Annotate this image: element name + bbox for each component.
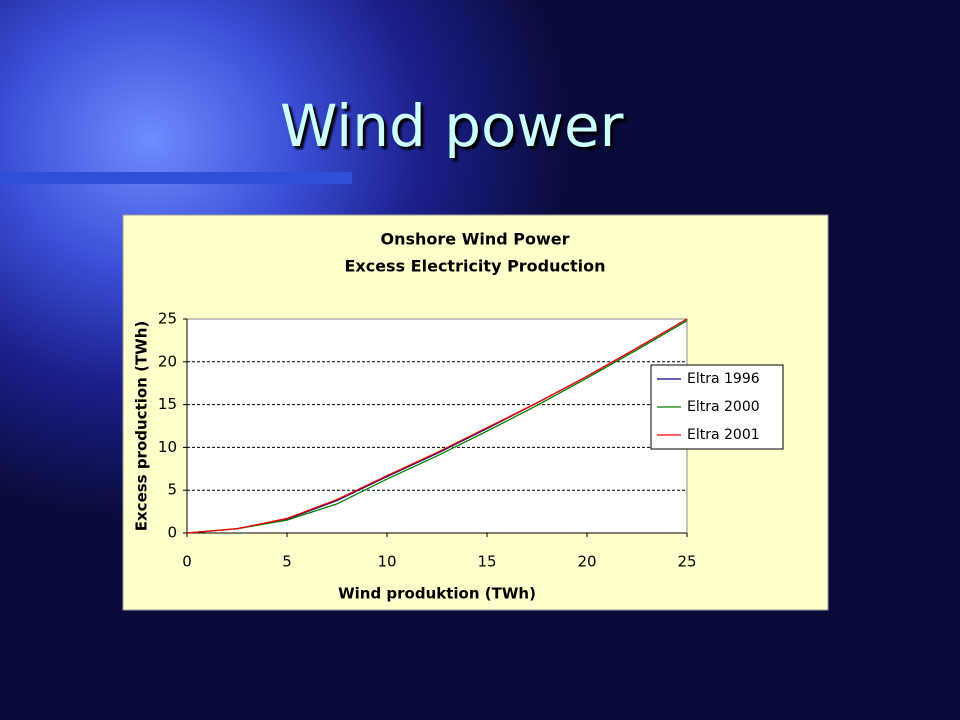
chart-subtitle: Excess Electricity Production xyxy=(344,257,605,276)
series-line xyxy=(186,320,688,534)
y-axis-label: Excess production (TWh) xyxy=(133,321,151,532)
x-tick-label: 0 xyxy=(182,553,192,571)
x-tick-label: 20 xyxy=(577,553,596,571)
legend-label: Eltra 2001 xyxy=(687,427,760,443)
x-tick-label: 15 xyxy=(477,553,496,571)
y-tick-label: 25 xyxy=(158,310,177,328)
x-tick-label: 10 xyxy=(377,553,396,571)
title-bar xyxy=(0,172,352,184)
legend-label: Eltra 2000 xyxy=(687,399,760,415)
y-tick-label: 15 xyxy=(158,395,177,413)
slide-title: Wind power xyxy=(280,92,624,160)
series-line xyxy=(186,318,688,534)
plot-area xyxy=(186,318,688,534)
chart-title: Onshore Wind Power xyxy=(381,230,570,249)
x-tick-label: 25 xyxy=(677,553,696,571)
legend-label: Eltra 1996 xyxy=(687,371,760,387)
y-tick-label: 0 xyxy=(167,524,177,542)
y-tick-label: 5 xyxy=(167,481,177,499)
x-tick-label: 5 xyxy=(282,553,292,571)
y-tick-label: 10 xyxy=(158,438,177,456)
x-axis-label: Wind produktion (TWh) xyxy=(338,585,536,603)
y-tick-label: 20 xyxy=(158,352,177,370)
